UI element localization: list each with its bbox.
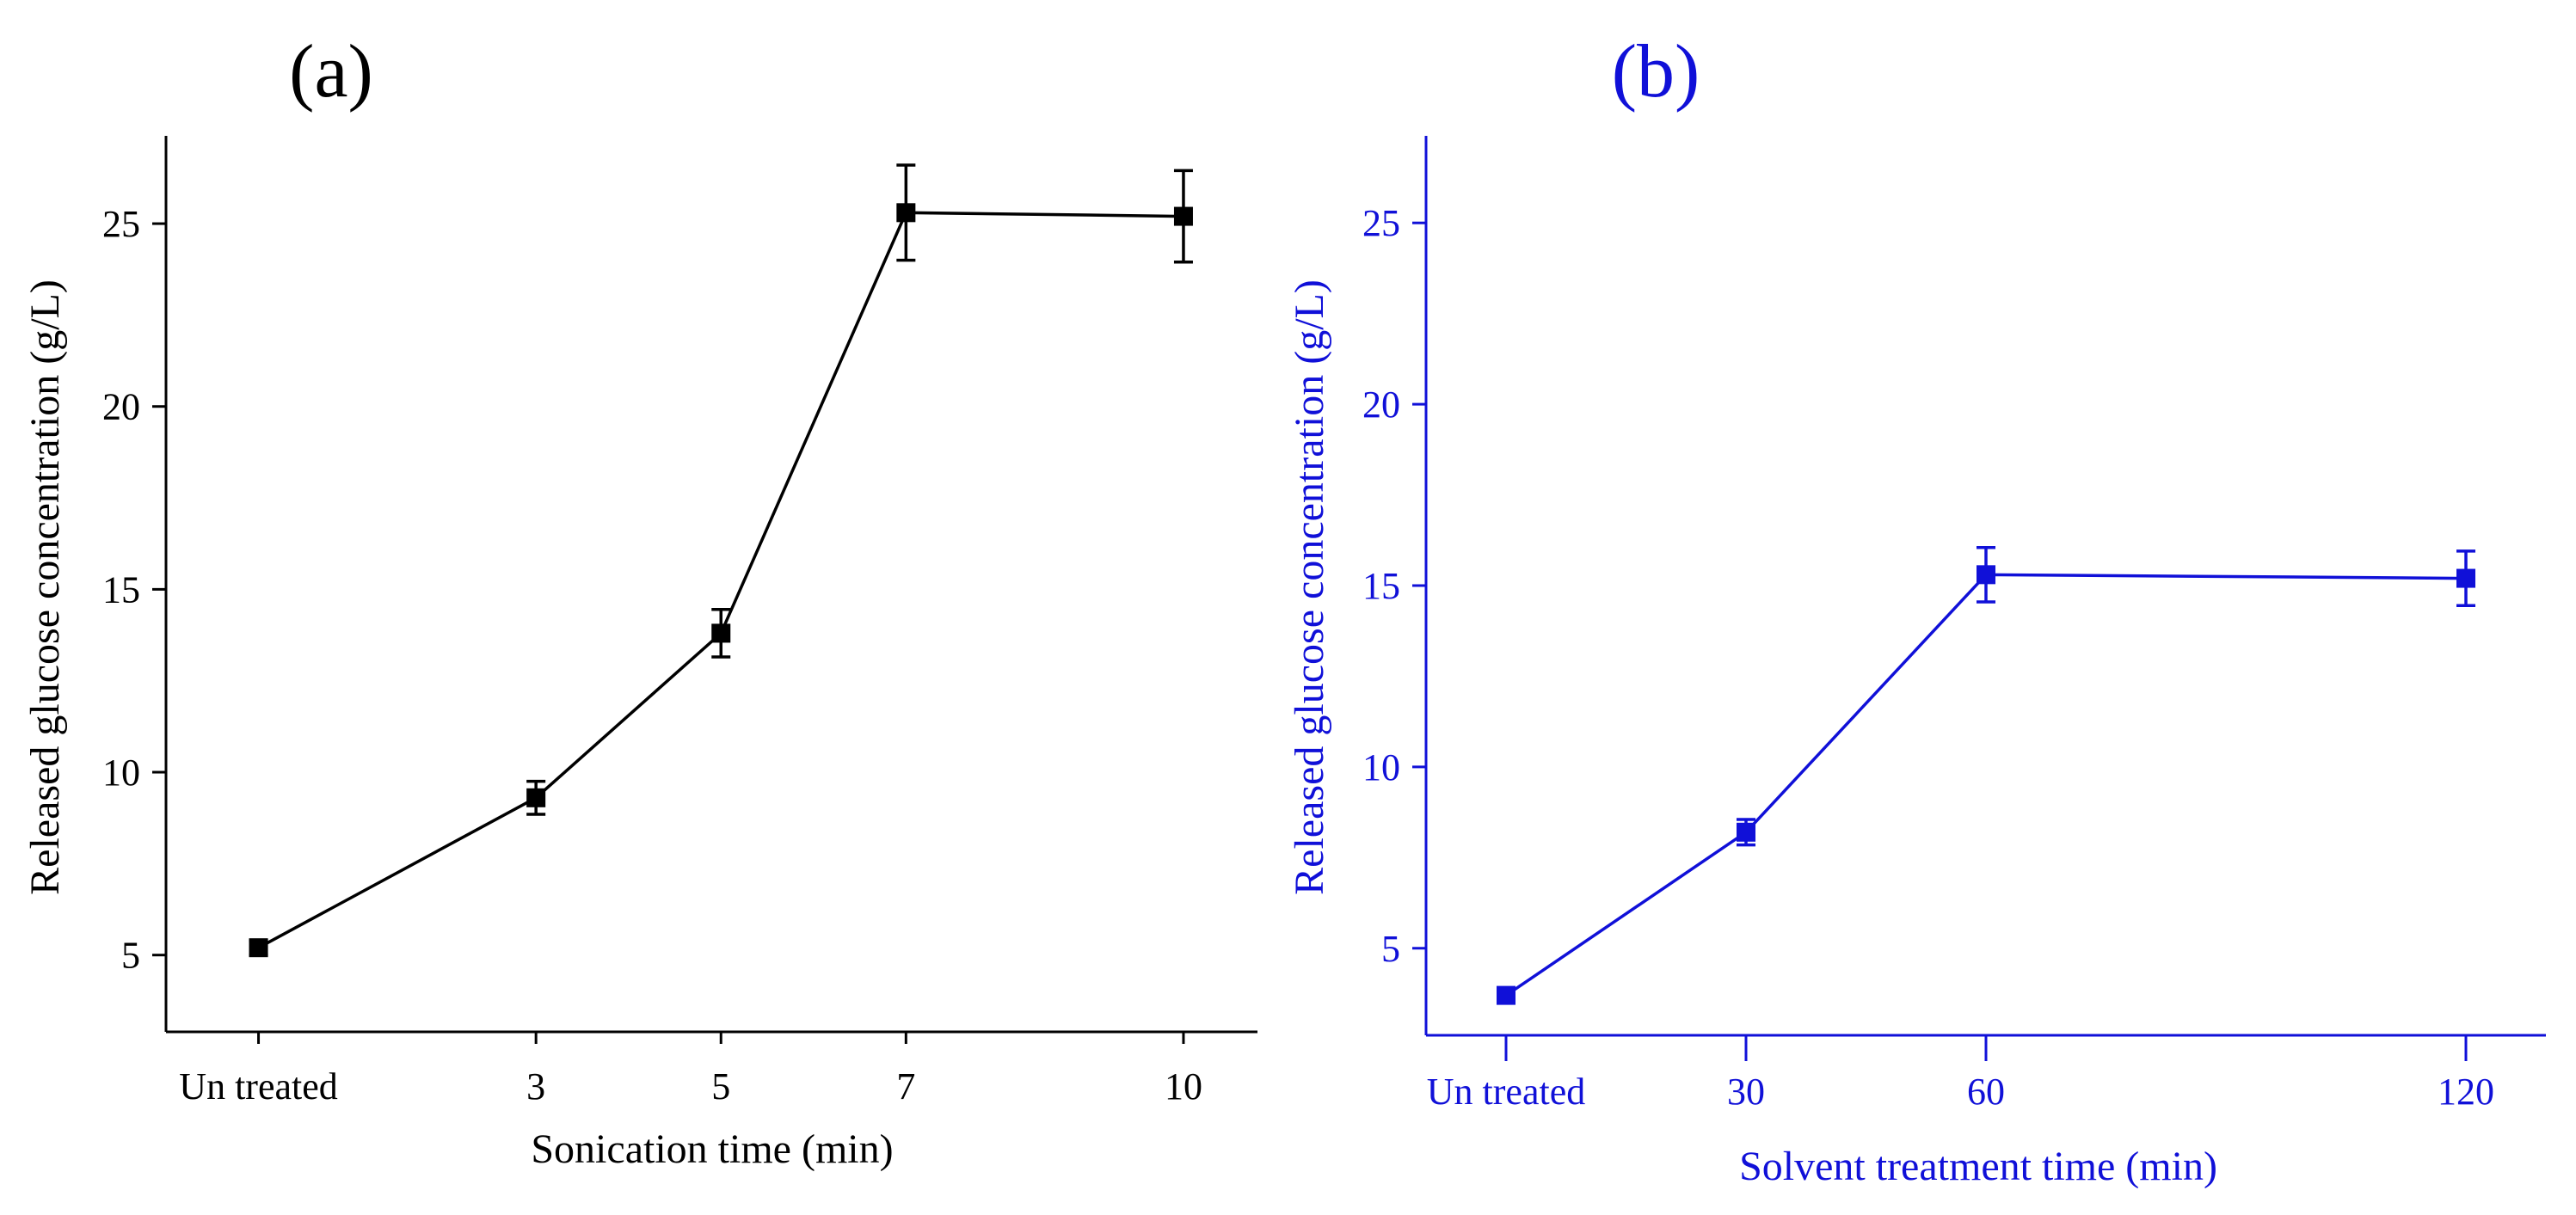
data-point — [1737, 822, 1755, 842]
y-tick-label: 15 — [102, 568, 140, 611]
data-point — [249, 938, 268, 958]
panel-label: (a) — [289, 30, 373, 114]
x-axis-title: Sonication time (min) — [531, 1126, 893, 1172]
x-tick-label: 5 — [711, 1065, 730, 1108]
chart-panel-a: (a) 5 10 15 20 25 Un treated 3 5 7 10 Sonication ti… — [22, 30, 1257, 1172]
data-point — [1977, 565, 1995, 585]
y-tick-label: 5 — [121, 935, 140, 977]
series-line — [1505, 573, 2467, 997]
y-tick-label: 25 — [102, 203, 140, 245]
y-tick-label: 25 — [1362, 202, 1400, 244]
data-point — [711, 623, 731, 643]
x-tick-label: Un treated — [1427, 1071, 1585, 1113]
y-tick-label: 15 — [1362, 565, 1400, 607]
x-tick-label: 60 — [1967, 1071, 2005, 1113]
chart-panel-b: (b) 5 10 15 20 25 Un treated 30 60 120 Solvent tre… — [1287, 30, 2546, 1189]
y-tick-label: 20 — [1362, 384, 1400, 426]
data-point — [896, 203, 916, 223]
x-tick-label: 120 — [2438, 1071, 2494, 1113]
y-tick-label: 10 — [1362, 746, 1400, 789]
data-point — [526, 788, 546, 807]
y-tick-label: 20 — [102, 386, 140, 428]
data-point — [2456, 568, 2475, 588]
x-axis-title: Solvent treatment time (min) — [1739, 1144, 2217, 1189]
x-tick-label: 10 — [1165, 1065, 1202, 1108]
x-tick-label: 3 — [526, 1065, 545, 1108]
data-point — [1173, 206, 1193, 226]
series-line — [257, 211, 1183, 949]
x-tick-label: Un treated — [179, 1065, 337, 1108]
y-axis-title: Released glucose concentration (g/L) — [1287, 279, 1332, 895]
y-axis-title: Released glucose concentration (g/L) — [22, 279, 68, 895]
x-tick-label: 30 — [1727, 1071, 1765, 1113]
y-tick-label: 10 — [102, 752, 140, 794]
data-point — [1497, 985, 1515, 1005]
panel-label: (b) — [1612, 30, 1700, 114]
y-tick-label: 5 — [1381, 928, 1400, 970]
x-tick-label: 7 — [896, 1065, 915, 1108]
